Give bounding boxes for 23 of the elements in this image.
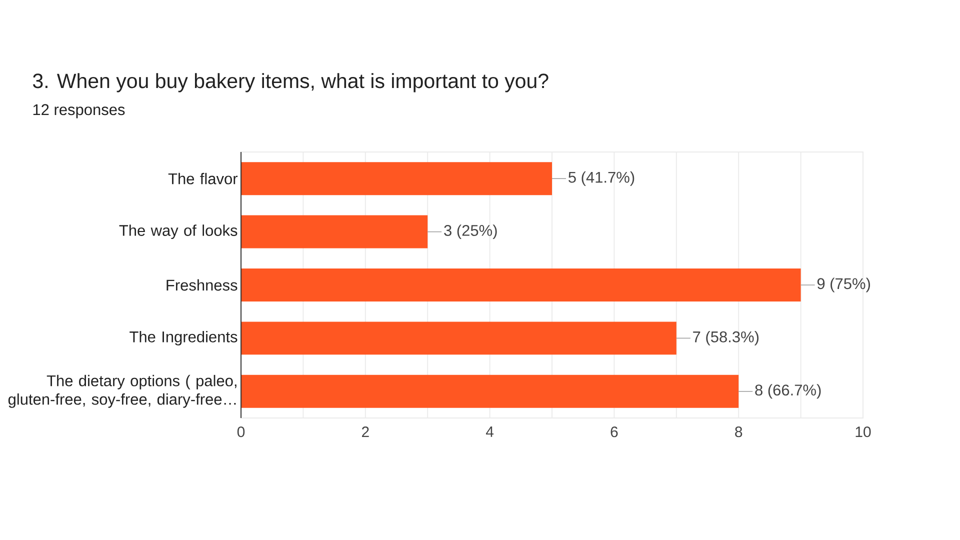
bar: [241, 215, 428, 248]
data-label: 7 (58.3%): [693, 330, 759, 346]
bar: [241, 162, 552, 196]
y-tick-label: The Ingredients: [130, 330, 238, 346]
x-tick-label: 0: [237, 426, 245, 438]
x-tick-label: 2: [362, 426, 369, 437]
bar: [241, 374, 739, 408]
text: 12 responses: [33, 104, 125, 118]
x-tick-label: 10: [856, 426, 871, 438]
x-tick-label: 4: [486, 426, 494, 437]
y-tick-label: The flavor: [168, 172, 238, 184]
bar: [241, 268, 801, 302]
x-tick-label: 8: [735, 426, 742, 438]
data-label: 8 (66.7%): [755, 384, 821, 399]
y-tick-label: The way of looks: [119, 224, 238, 240]
data-label: 3 (25%): [444, 224, 497, 240]
data-label: 9 (75%): [817, 278, 870, 292]
bar: [241, 322, 676, 355]
x-tick-label: 6: [610, 426, 618, 438]
y-tick-label: Freshness: [166, 279, 238, 291]
chart-title: 3. When you buy bakery items, what is important to you?: [32, 73, 548, 92]
y-tick-label: The dietary options ( paleo, gluten-free, soy-free, diary-free…: [8, 374, 236, 408]
data-label: 5 (41.7%): [568, 171, 634, 186]
